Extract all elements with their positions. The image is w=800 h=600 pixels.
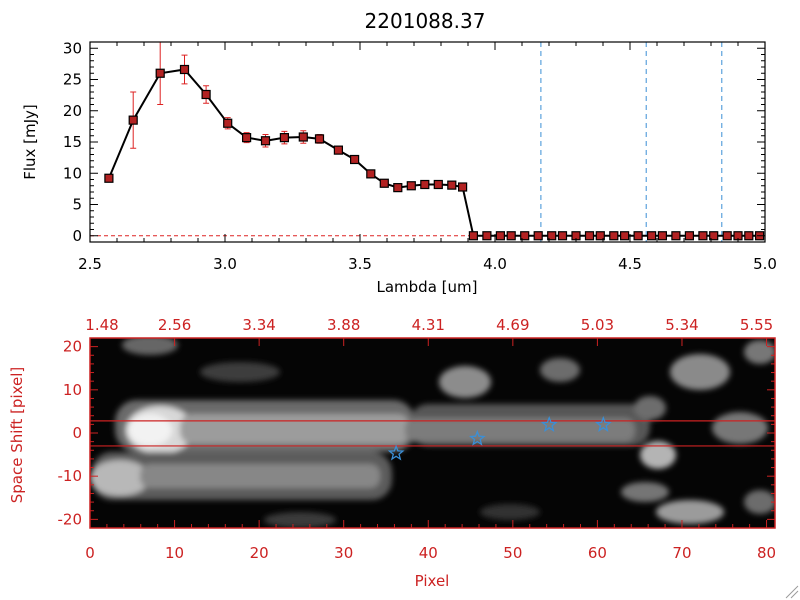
data-point (722, 231, 732, 241)
data-point (155, 68, 165, 78)
top-axis-tick-label: 3.88 (327, 316, 360, 334)
y-tick-label: -20 (58, 510, 83, 528)
spectrum-image: 0 10 20 30 40 50 60 70 80 1.48 2.56 3.34 3.88 4.31 4.6… (58, 316, 777, 562)
data-point (671, 231, 681, 241)
data-point (646, 231, 657, 241)
x-tick-label: 80 (757, 544, 776, 562)
x-axis-label-top: Lambda [um] (377, 278, 478, 296)
data-point (495, 231, 505, 241)
data-point (393, 183, 403, 193)
data-point (406, 181, 416, 191)
y-tick-label: 5 (72, 196, 82, 214)
y-axis-label-top: Flux [mJy] (21, 104, 39, 180)
data-point (619, 231, 630, 241)
y-tick-label: 25 (63, 71, 82, 89)
y-axis-label-bottom: Space Shift [pixel] (8, 367, 26, 504)
data-point (595, 231, 605, 241)
spectrum-axes: 2.5 3.0 3.5 4.0 4.5 5.0 0 5 10 15 20 25 30 (63, 39, 777, 273)
image-axes: 0 10 20 30 40 50 60 70 80 1.48 2.56 3.34 3.88 4.31 4.6… (58, 316, 777, 562)
y-tick-label: 10 (63, 381, 82, 399)
chart-title: 2201088.37 (365, 9, 486, 33)
data-point (657, 231, 668, 241)
image-overlays (90, 415, 775, 461)
data-point (520, 231, 530, 241)
y-tick-label: 10 (63, 164, 82, 182)
y-tick-label: -10 (58, 467, 83, 485)
y-tick-label: 0 (72, 227, 82, 245)
flux-series (104, 41, 765, 241)
image-emission (90, 338, 775, 528)
data-point (709, 231, 719, 241)
y-tick-label: 15 (63, 133, 82, 151)
spectrum-plot-frame (89, 41, 766, 243)
data-point (420, 179, 430, 190)
data-point (179, 64, 190, 75)
data-point (547, 231, 557, 241)
data-point (482, 231, 492, 241)
x-tick-label: 4.5 (618, 255, 642, 273)
data-point (242, 133, 252, 143)
data-point (279, 133, 289, 143)
x-tick-label: 3.5 (348, 255, 372, 273)
x-tick-label: 20 (250, 544, 269, 562)
line-position-star-icon (594, 415, 612, 432)
top-axis-tick-label: 5.03 (581, 316, 614, 334)
data-point (468, 231, 478, 241)
data-point (557, 231, 568, 241)
top-axis-tick-label: 4.31 (412, 316, 445, 334)
x-tick-label: 4.0 (483, 255, 507, 273)
line-position-star-icon (468, 429, 486, 446)
data-point (447, 180, 457, 190)
x-tick-label: 60 (588, 544, 607, 562)
top-axis-tick-label: 1.48 (85, 316, 118, 334)
data-point (506, 231, 516, 241)
x-tick-label: 30 (334, 544, 353, 562)
x-tick-label: 50 (503, 544, 522, 562)
data-point (260, 136, 271, 146)
x-tick-label: 5.0 (753, 255, 777, 273)
x-axis-label-bottom: Pixel (415, 572, 450, 590)
spectrum-plot: 2.5 3.0 3.5 4.0 4.5 5.0 0 5 10 15 20 25 30 (63, 39, 777, 273)
x-tick-label: 2.5 (78, 255, 102, 273)
resize-grip-icon[interactable] (785, 585, 799, 599)
data-point (104, 173, 114, 183)
x-tick-label: 10 (165, 544, 184, 562)
data-point (128, 115, 138, 125)
data-point (433, 179, 443, 190)
y-tick-label: 20 (63, 102, 82, 120)
x-tick-label: 40 (419, 544, 438, 562)
x-tick-label: 0 (85, 544, 95, 562)
data-point (533, 231, 543, 241)
data-point (333, 145, 343, 155)
top-axis-tick-label: 2.56 (158, 316, 191, 334)
data-point (633, 231, 643, 241)
top-axis-tick-label: 3.34 (242, 316, 275, 334)
data-point (314, 134, 325, 144)
data-point (458, 182, 468, 192)
y-tick-label: 20 (63, 338, 82, 356)
data-point (223, 118, 233, 128)
data-point (201, 89, 211, 100)
data-point (366, 169, 376, 179)
line-position-star-icon (387, 444, 405, 461)
data-point (744, 231, 754, 241)
data-point (298, 132, 308, 142)
data-point (684, 231, 695, 241)
data-point (698, 231, 708, 241)
x-tick-label: 70 (672, 544, 691, 562)
y-tick-label: 30 (63, 39, 82, 57)
top-axis-tick-label: 4.69 (496, 316, 529, 334)
data-point (584, 231, 595, 241)
top-axis-tick-label: 5.34 (665, 316, 698, 334)
top-axis-tick-label: 5.55 (740, 316, 773, 334)
wavelength-markers (90, 42, 765, 242)
line-position-star-icon (540, 416, 558, 432)
data-point (609, 231, 619, 241)
data-point (350, 154, 360, 165)
data-point (379, 178, 389, 188)
y-tick-label: 0 (72, 424, 82, 442)
x-tick-label: 3.0 (213, 255, 237, 273)
